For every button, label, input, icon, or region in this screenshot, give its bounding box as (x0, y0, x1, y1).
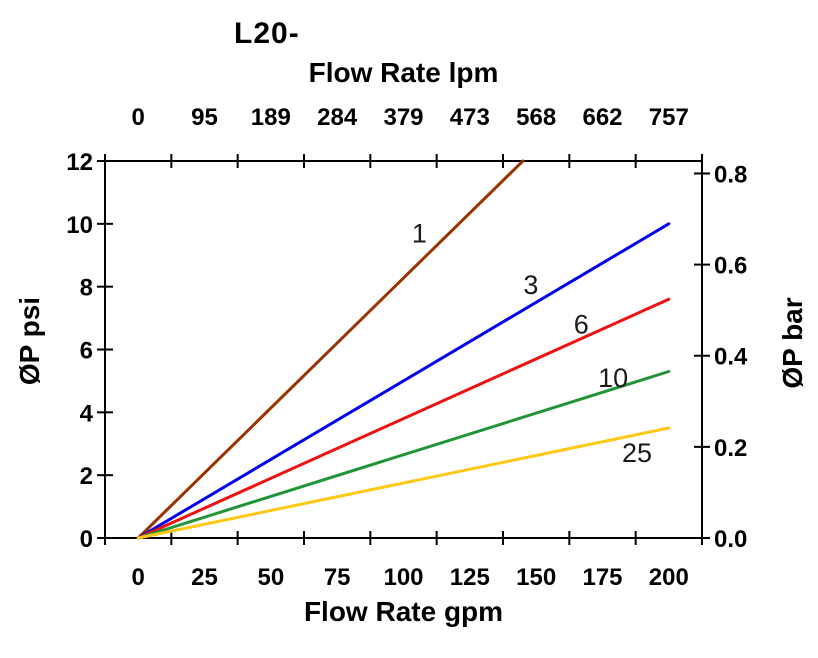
right-axis-tick-label: 0.8 (714, 161, 747, 188)
top-axis-tick-label: 568 (516, 104, 556, 131)
top-axis-title: Flow Rate lpm (308, 57, 499, 88)
top-axis-tick-label: 0 (131, 104, 144, 131)
series-label-6: 6 (574, 309, 589, 339)
series-label-1: 1 (412, 218, 427, 248)
left-axis-tick-label: 6 (80, 338, 93, 365)
left-axis-tick-label: 10 (66, 212, 93, 239)
left-axis-tick-label: 2 (80, 463, 93, 490)
series-line-3 (136, 222, 671, 540)
bottom-axis-tick-label: 125 (450, 564, 490, 591)
series-line-6 (136, 297, 671, 540)
left-axis-tick-label: 12 (66, 149, 93, 176)
series-label-3: 3 (523, 270, 538, 300)
series-line-1 (136, 159, 525, 540)
bottom-axis-title: Flow Rate gpm (303, 596, 504, 627)
top-axis-tick-label: 95 (191, 104, 218, 131)
bottom-axis-tick-label: 25 (191, 564, 218, 591)
top-axis-tick-label: 473 (450, 104, 490, 131)
left-axis-tick-label: 0 (80, 526, 93, 553)
bottom-axis-tick-label: 75 (324, 564, 351, 591)
bottom-axis-tick-label: 200 (649, 564, 689, 591)
bottom-axis-tick-label: 0 (131, 564, 144, 591)
left-axis-tick-label: 8 (80, 275, 93, 302)
series-label-25: 25 (622, 438, 652, 468)
top-axis-tick-label: 379 (383, 104, 423, 131)
right-axis-tick-label: 0.2 (714, 435, 747, 462)
bottom-axis-tick-label: 50 (257, 564, 284, 591)
top-axis-tick-label: 662 (582, 104, 622, 131)
top-axis-tick-label: 189 (251, 104, 291, 131)
chart-title: L20- (234, 17, 300, 50)
top-axis-tick-label: 284 (317, 104, 358, 131)
bottom-axis-tick-label: 100 (383, 564, 423, 591)
top-axis-tick-label: 757 (649, 104, 689, 131)
series-label-10: 10 (598, 363, 628, 393)
right-axis-tick-label: 0.6 (714, 253, 747, 280)
series-line-25 (136, 426, 671, 540)
series-line-10 (136, 370, 671, 540)
right-axis-tick-label: 0.0 (714, 526, 747, 553)
right-axis-tick-label: 0.4 (714, 344, 748, 371)
left-axis-tick-label: 4 (80, 400, 94, 427)
bottom-axis-tick-label: 175 (582, 564, 622, 591)
bottom-axis-tick-label: 150 (516, 564, 556, 591)
